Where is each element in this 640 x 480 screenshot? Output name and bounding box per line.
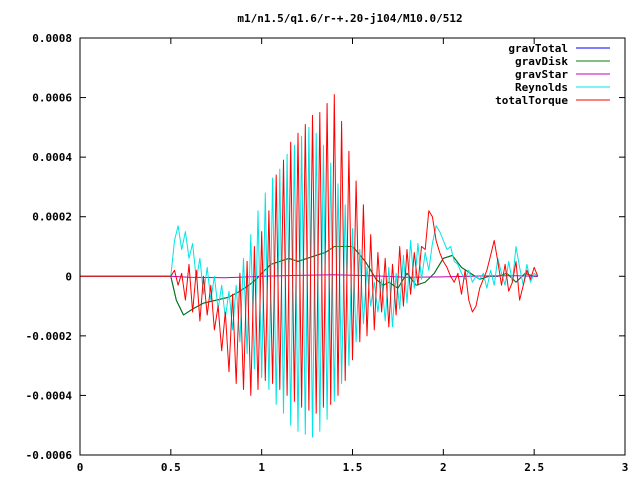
series-line-gravStar [80,274,538,279]
legend-label-gravTotal: gravTotal [508,42,568,55]
legend: gravTotalgravDiskgravStarReynoldstotalTo… [495,42,610,107]
y-tick-label: -0.0002 [26,330,72,343]
x-tick-label: 2.5 [524,461,544,474]
x-tick-label: 2 [440,461,447,474]
x-tick-label: 3 [622,461,629,474]
y-tick-label: 0.0004 [32,151,72,164]
series-line-totalTorque [80,94,539,414]
legend-label-gravDisk: gravDisk [515,55,568,68]
x-tick-label: 1.5 [343,461,363,474]
y-tick-label: -0.0006 [26,449,73,462]
plot-area: 0 0.5 1 1.5 2 2.5 3 0.0008 0.0006 0.0004 0.0002 0 -0… [26,32,629,474]
y-tick-label: 0.0006 [32,92,72,105]
y-tick-label: 0.0002 [32,211,72,224]
y-tick-label: 0.0008 [32,32,72,45]
x-tick-label: 0 [77,461,84,474]
x-tick-label: 0.5 [161,461,181,474]
legend-label-totalTorque: totalTorque [495,94,568,107]
y-tick-label: -0.0004 [26,389,73,402]
legend-label-gravStar: gravStar [515,68,568,81]
series-line-Reynolds [80,126,539,438]
chart-title: m1/n1.5/q1.6/r-+.20-j104/M10.0/512 [237,12,462,25]
plot-frame [79,37,626,456]
y-tick-label: 0 [65,270,72,283]
x-tick-label: 1 [258,461,265,474]
legend-label-Reynolds: Reynolds [515,81,568,94]
